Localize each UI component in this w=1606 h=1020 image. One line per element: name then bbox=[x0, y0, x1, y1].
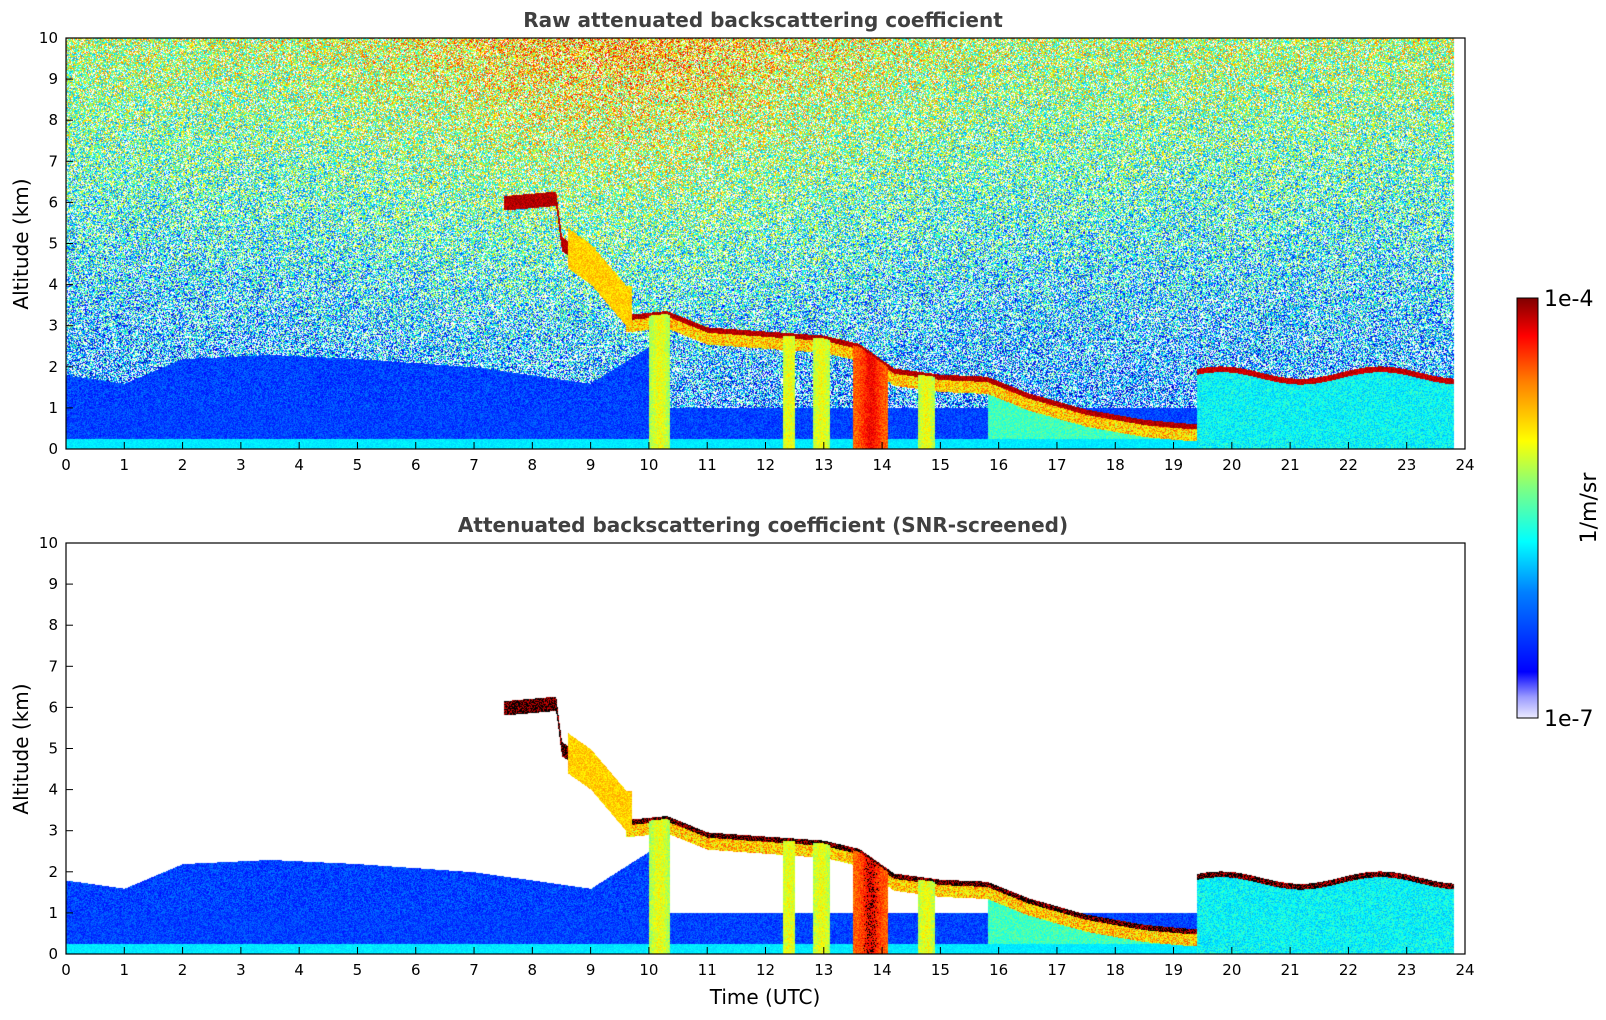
x-tick-label: 15 bbox=[931, 456, 950, 474]
panel-screened: Attenuated backscattering coefficient (S… bbox=[9, 513, 1475, 1009]
x-tick-label: 1 bbox=[120, 456, 130, 474]
x-tick-label: 21 bbox=[1281, 456, 1300, 474]
x-tick-label: 11 bbox=[698, 961, 717, 979]
x-tick-label: 24 bbox=[1455, 961, 1474, 979]
x-tick-label: 23 bbox=[1397, 961, 1416, 979]
x-axis-raw: 0 1 2 3 4 5 6 7 8 9 10 11 12 13 14 15 16 17 18 19 20 21 22 23 24 bbox=[61, 442, 1475, 474]
x-tick-label: 16 bbox=[989, 961, 1008, 979]
y-tick-label: 2 bbox=[48, 863, 58, 881]
x-tick-label: 12 bbox=[756, 456, 775, 474]
colorbar-max-label: 1e-4 bbox=[1544, 287, 1593, 312]
x-tick-label: 9 bbox=[586, 961, 596, 979]
x-tick-label: 2 bbox=[178, 961, 188, 979]
x-tick-label: 6 bbox=[411, 961, 421, 979]
x-tick-label: 3 bbox=[236, 961, 246, 979]
y-tick-label: 0 bbox=[48, 440, 58, 458]
x-tick-label: 2 bbox=[178, 456, 188, 474]
y-tick-label: 3 bbox=[48, 822, 58, 840]
heatmap-raw bbox=[66, 38, 1465, 449]
colorbar-min-label: 1e-7 bbox=[1544, 707, 1593, 732]
y-axis-screened: 0 1 2 3 4 5 6 7 8 9 10 bbox=[39, 534, 73, 963]
x-tick-label: 4 bbox=[294, 961, 304, 979]
y-tick-label: 7 bbox=[48, 152, 58, 170]
x-tick-label: 9 bbox=[586, 456, 596, 474]
y-tick-label: 7 bbox=[48, 657, 58, 675]
x-tick-label: 13 bbox=[814, 961, 833, 979]
x-tick-label: 3 bbox=[236, 456, 246, 474]
heatmap-screened bbox=[66, 543, 1465, 954]
panel-title-screened: Attenuated backscattering coefficient (S… bbox=[458, 513, 1068, 537]
x-tick-label: 4 bbox=[294, 456, 304, 474]
x-tick-label: 22 bbox=[1339, 456, 1358, 474]
x-tick-label: 0 bbox=[61, 961, 71, 979]
x-tick-label: 14 bbox=[873, 961, 892, 979]
x-tick-label: 19 bbox=[1164, 961, 1183, 979]
y-tick-label: 6 bbox=[48, 193, 58, 211]
y-tick-label: 3 bbox=[48, 317, 58, 335]
x-tick-label: 6 bbox=[411, 456, 421, 474]
y-tick-label: 8 bbox=[48, 111, 58, 129]
x-tick-label: 10 bbox=[639, 961, 658, 979]
x-tick-label: 5 bbox=[353, 961, 363, 979]
y-tick-label: 0 bbox=[48, 945, 58, 963]
x-tick-label: 7 bbox=[469, 456, 479, 474]
colorbar: 1e-4 1e-7 1/m/sr bbox=[1516, 287, 1602, 732]
x-tick-label: 20 bbox=[1222, 456, 1241, 474]
x-tick-label: 22 bbox=[1339, 961, 1358, 979]
x-tick-label: 13 bbox=[814, 456, 833, 474]
y-tick-label: 8 bbox=[48, 616, 58, 634]
x-tick-label: 1 bbox=[120, 961, 130, 979]
y-tick-label: 10 bbox=[39, 29, 58, 47]
x-tick-label: 14 bbox=[873, 456, 892, 474]
x-tick-label: 5 bbox=[353, 456, 363, 474]
panel-raw: Raw attenuated backscattering coefficien… bbox=[9, 8, 1475, 474]
y-tick-label: 6 bbox=[48, 698, 58, 716]
x-axis-screened: 0 1 2 3 4 5 6 7 8 9 10 11 12 13 14 15 16 17 18 19 20 21 22 23 24 bbox=[61, 947, 1475, 979]
x-tick-label: 8 bbox=[528, 456, 538, 474]
y-axis-label-raw: Altitude (km) bbox=[9, 178, 33, 309]
y-tick-label: 10 bbox=[39, 534, 58, 552]
colorbar-gradient bbox=[1516, 297, 1539, 719]
x-tick-label: 18 bbox=[1106, 456, 1125, 474]
y-tick-label: 9 bbox=[48, 70, 58, 88]
x-axis-label: Time (UTC) bbox=[709, 985, 821, 1009]
y-tick-label: 2 bbox=[48, 358, 58, 376]
x-tick-label: 23 bbox=[1397, 456, 1416, 474]
x-tick-label: 0 bbox=[61, 456, 71, 474]
x-tick-label: 10 bbox=[639, 456, 658, 474]
x-tick-label: 24 bbox=[1455, 456, 1474, 474]
x-tick-label: 11 bbox=[698, 456, 717, 474]
colorbar-unit-label: 1/m/sr bbox=[1577, 472, 1602, 544]
y-tick-label: 9 bbox=[48, 575, 58, 593]
y-axis-label-screened: Altitude (km) bbox=[9, 683, 33, 814]
x-tick-label: 20 bbox=[1222, 961, 1241, 979]
x-tick-label: 21 bbox=[1281, 961, 1300, 979]
y-tick-label: 5 bbox=[48, 740, 58, 758]
x-tick-label: 12 bbox=[756, 961, 775, 979]
panel-title-raw: Raw attenuated backscattering coefficien… bbox=[523, 8, 1003, 32]
x-tick-label: 16 bbox=[989, 456, 1008, 474]
x-tick-label: 18 bbox=[1106, 961, 1125, 979]
y-tick-label: 1 bbox=[48, 904, 58, 922]
x-tick-label: 15 bbox=[931, 961, 950, 979]
x-tick-label: 19 bbox=[1164, 456, 1183, 474]
y-tick-label: 1 bbox=[48, 399, 58, 417]
x-tick-label: 17 bbox=[1047, 456, 1066, 474]
y-tick-label: 5 bbox=[48, 235, 58, 253]
y-tick-label: 4 bbox=[48, 276, 58, 294]
x-tick-label: 8 bbox=[528, 961, 538, 979]
y-tick-label: 4 bbox=[48, 781, 58, 799]
x-tick-label: 7 bbox=[469, 961, 479, 979]
y-axis-raw: 0 1 2 3 4 5 6 7 8 9 10 bbox=[39, 29, 73, 458]
x-tick-label: 17 bbox=[1047, 961, 1066, 979]
